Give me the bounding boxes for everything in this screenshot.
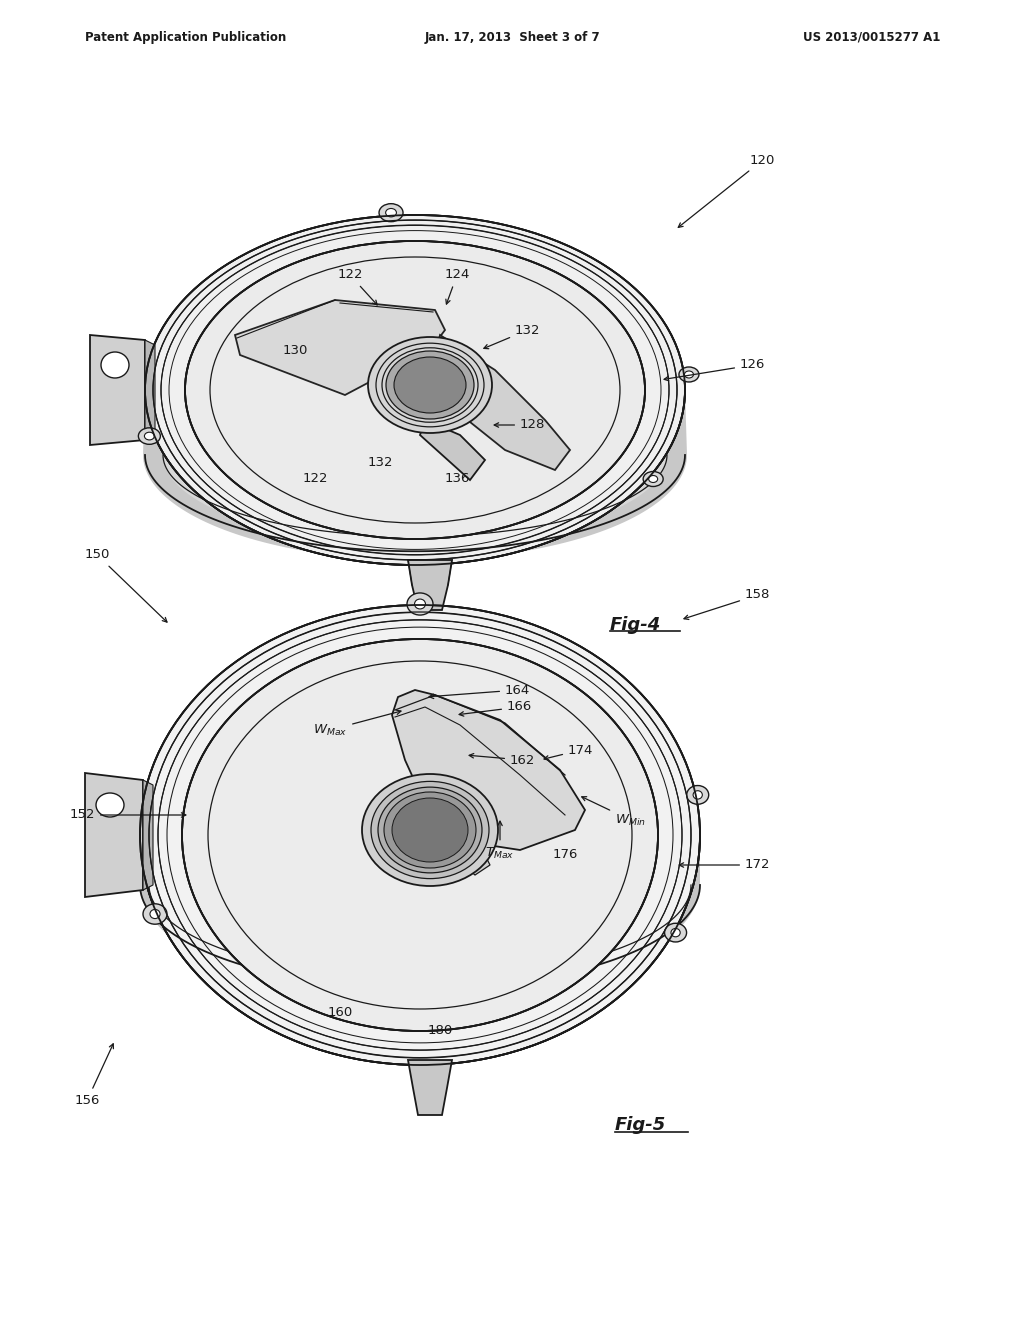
Text: 158: 158	[684, 589, 770, 619]
Polygon shape	[420, 420, 485, 480]
Ellipse shape	[101, 352, 129, 378]
Text: 124: 124	[444, 268, 470, 304]
Ellipse shape	[415, 599, 425, 609]
Text: 130: 130	[283, 343, 307, 356]
Ellipse shape	[371, 781, 489, 879]
Ellipse shape	[144, 432, 155, 440]
Ellipse shape	[368, 337, 492, 433]
Text: 172: 172	[679, 858, 770, 871]
Ellipse shape	[150, 909, 160, 919]
Text: 122: 122	[302, 471, 328, 484]
Text: 160: 160	[328, 1006, 352, 1019]
Polygon shape	[85, 774, 143, 898]
Ellipse shape	[386, 351, 474, 418]
Polygon shape	[145, 341, 155, 440]
Polygon shape	[143, 780, 153, 890]
Polygon shape	[182, 639, 658, 1031]
Text: US 2013/0015277 A1: US 2013/0015277 A1	[803, 30, 940, 44]
Ellipse shape	[384, 792, 476, 869]
Text: Jan. 17, 2013  Sheet 3 of 7: Jan. 17, 2013 Sheet 3 of 7	[424, 30, 600, 44]
Ellipse shape	[362, 774, 498, 886]
Polygon shape	[408, 1060, 452, 1115]
Text: Fig-4: Fig-4	[610, 616, 662, 634]
Text: 176: 176	[552, 849, 578, 862]
Ellipse shape	[386, 209, 396, 216]
Polygon shape	[145, 215, 685, 565]
Ellipse shape	[684, 371, 693, 378]
Text: 120: 120	[678, 153, 775, 227]
Text: 164: 164	[429, 684, 530, 698]
Text: 128: 128	[495, 418, 546, 432]
Text: 162: 162	[469, 754, 536, 767]
Text: $W_{Min}$: $W_{Min}$	[582, 797, 646, 828]
Text: 156: 156	[75, 1044, 114, 1106]
Polygon shape	[140, 836, 700, 1065]
Ellipse shape	[96, 793, 124, 817]
Polygon shape	[185, 242, 645, 539]
Ellipse shape	[379, 203, 403, 222]
Text: 166: 166	[459, 701, 532, 717]
Text: 132: 132	[368, 455, 393, 469]
Text: 174: 174	[544, 743, 593, 760]
Polygon shape	[435, 335, 570, 470]
Ellipse shape	[392, 799, 468, 862]
Text: 122: 122	[337, 268, 377, 305]
Ellipse shape	[648, 475, 657, 483]
Ellipse shape	[382, 347, 478, 422]
Ellipse shape	[394, 356, 466, 413]
Text: Fig-5: Fig-5	[615, 1115, 667, 1134]
Ellipse shape	[643, 471, 664, 487]
Polygon shape	[143, 389, 687, 565]
Ellipse shape	[665, 923, 686, 942]
Ellipse shape	[679, 367, 699, 381]
Ellipse shape	[693, 791, 702, 799]
Text: Patent Application Publication: Patent Application Publication	[85, 30, 287, 44]
Ellipse shape	[376, 343, 484, 426]
Text: 136: 136	[444, 471, 470, 484]
Text: $W_{Max}$: $W_{Max}$	[313, 710, 401, 738]
Ellipse shape	[138, 428, 161, 445]
Text: 150: 150	[85, 549, 167, 622]
Ellipse shape	[143, 904, 167, 924]
Ellipse shape	[671, 928, 680, 937]
Polygon shape	[140, 605, 700, 1065]
Text: 152: 152	[70, 808, 185, 821]
Polygon shape	[234, 300, 445, 395]
Text: $T_{Max}$: $T_{Max}$	[485, 821, 515, 861]
Ellipse shape	[687, 785, 709, 804]
Polygon shape	[163, 389, 667, 553]
Polygon shape	[90, 335, 145, 445]
Ellipse shape	[407, 593, 433, 615]
Polygon shape	[392, 690, 585, 850]
Polygon shape	[408, 560, 452, 610]
Text: 180: 180	[427, 1023, 453, 1036]
Polygon shape	[435, 814, 490, 875]
Text: 126: 126	[665, 359, 765, 380]
Text: 132: 132	[484, 323, 541, 348]
Ellipse shape	[378, 787, 482, 873]
